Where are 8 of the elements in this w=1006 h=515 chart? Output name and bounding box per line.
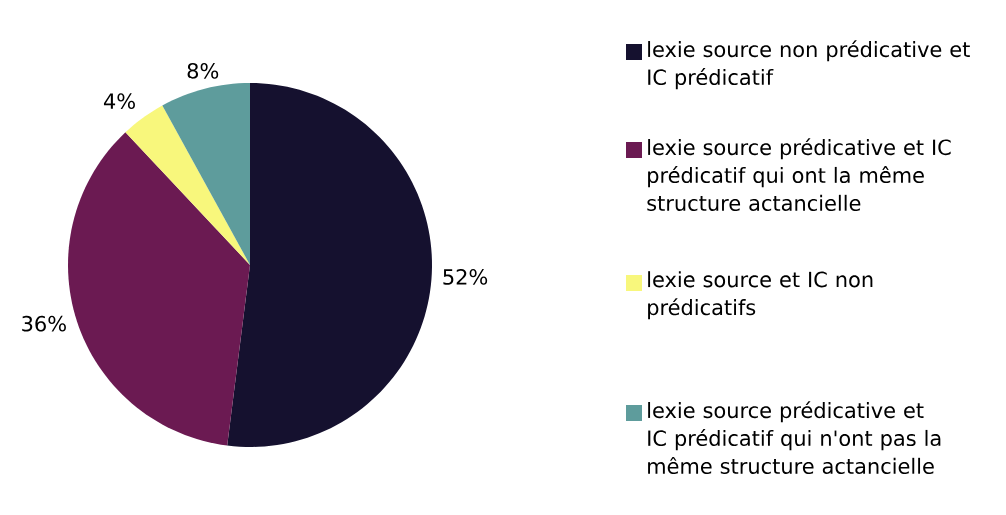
legend-label: lexie source non prédicative et IC prédicatif xyxy=(648,40,970,90)
legend-label: lexie source prédicative et IC prédicatif qui ont la même structure actancielle xyxy=(647,138,951,212)
legend-label: lexie source et IC non prédicatifs xyxy=(648,271,873,320)
data-label: 36% xyxy=(22,315,66,332)
data-label: 8% xyxy=(187,62,219,79)
data-label: 52% xyxy=(443,269,488,285)
data-label: 4% xyxy=(103,93,135,110)
legend-label: lexie source prédicative et IC prédicatif qui n'ont pas la même structure actancielle xyxy=(648,401,941,474)
